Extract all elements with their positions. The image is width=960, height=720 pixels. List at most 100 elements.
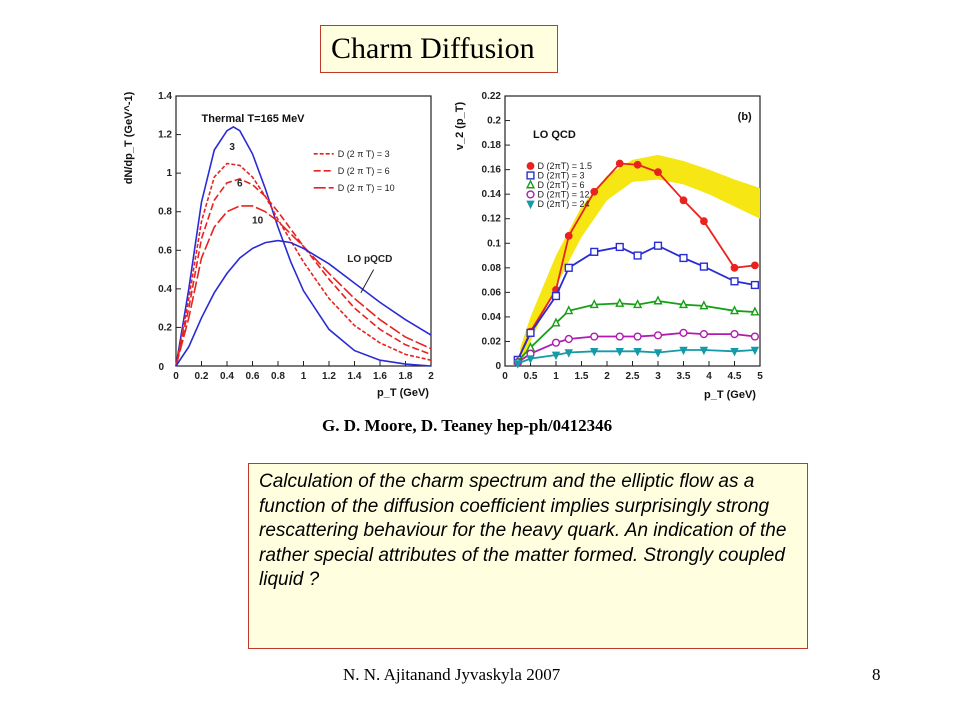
left-x-tick-label: 2 [428,371,434,382]
right-series-2-point [551,317,561,327]
right-series-0-point [679,196,688,205]
right-y-tick-label: 0.16 [482,165,502,176]
right-series-line-1 [516,244,756,361]
left-x-tick-label: 0.6 [246,371,260,382]
right-series-line-4 [517,349,755,365]
right-series-1-point [590,247,599,256]
right-legend-label-4: D (2πT) = 24 [538,199,590,209]
right-y-tick-label: 0.02 [482,336,502,347]
right-title: LO QCD [533,129,576,141]
right-series-1-point [633,251,642,260]
right-series-line-3 [517,331,756,364]
right-series-1-point [750,280,760,290]
right-series-1-point [730,277,739,286]
left-legend-label-2: D (2 π T) = 10 [338,183,395,193]
right-series-4-point [526,355,535,364]
right-series-3-point [730,329,739,339]
left-x-tick-label: 0.4 [220,371,234,382]
right-legend-marker-0 [526,162,535,170]
right-series-2-point [633,299,643,309]
left-legend-label-0: D (2 π T) = 3 [338,149,390,159]
right-legend-label-1: D (2πT) = 3 [538,170,585,180]
citation: G. D. Moore, D. Teaney hep-ph/0412346 [322,416,613,435]
description-text: Calculation of the charm spectrum and th… [259,471,787,590]
right-series-0-point [564,232,573,240]
left-series-2 [175,178,432,367]
left-y-axis-label: dN/dp_T (GeV^-1) [123,91,135,184]
left-series-3 [175,205,432,367]
left-annotation-10: 10 [252,215,264,226]
right-series-3-point [633,332,642,341]
right-series-1-point [699,262,709,271]
right-series-4-point [699,346,709,356]
right-series-2-point [750,306,760,316]
right-series-1-point [653,241,663,250]
right-series-4-point [513,360,522,369]
right-legend-marker-2 [525,179,536,189]
right-panel-label: (b) [738,111,752,123]
right-series-line-2 [517,300,755,362]
right-series-1-point [615,242,624,252]
left-x-tick-label: 1.4 [348,371,362,382]
left-annotation-arrow [360,269,375,293]
charts-svg: 0 0.2 0.4 0.6 0.8 1 1.2 1.4 1.6 1.8 2 0.2 0.4 0.6 0.8 1… [123,91,763,401]
right-series-3-point [699,329,709,339]
right-series-4-point [615,347,624,357]
right-series-3-point [615,332,624,341]
left-origin-label: 0 [158,362,164,373]
right-series-1-point [526,328,535,337]
page-number: 8 [872,665,881,684]
right-series-2-point [564,305,574,315]
right-x-tick-label: 4 [706,371,712,382]
right-x-tick-label: 1 [553,371,559,382]
right-x-tick-label: 3.5 [677,371,691,382]
right-y-tick-label: 0.22 [482,91,502,102]
right-series-3-point [679,328,688,337]
right-series-1-point [551,291,561,301]
left-y-tick-label: 0.2 [158,322,172,333]
right-legend-label-2: D (2πT) = 6 [538,180,585,190]
left-annotation-6: 6 [237,179,243,190]
right-y-axis-label: v_2 (p_T) [454,102,466,151]
right-series-2-point [678,299,689,309]
right-series-3-point [551,338,561,347]
left-y-tick-label: 0.8 [158,207,172,218]
right-legend-marker-1 [526,171,535,180]
right-legend-marker-3 [526,190,535,199]
right-x-axis-label: p_T (GeV) [704,389,756,401]
left-y-tick-label: 1 [166,168,172,179]
left-x-tick-label: 0.8 [271,371,285,382]
right-x-tick-label: 2 [604,371,610,382]
right-yellow-band [520,154,760,366]
right-x-tick-label: 3 [655,371,661,382]
left-x-tick-label: 1.6 [373,371,387,382]
right-series-0-point [654,168,662,176]
right-series-0-point [700,217,708,226]
left-x-tick-label: 1 [301,371,307,382]
right-series-4-point [590,347,599,357]
left-series-0 [175,125,432,367]
right-y-tick-label: 0.14 [482,189,502,200]
left-y-tick-label: 1.4 [158,91,172,102]
right-y-tick-label: 0.1 [487,238,501,249]
left-x-tick-label: 1.2 [322,371,336,382]
footer-text: N. N. Ajitanand Jyvaskyla 2007 [343,665,561,684]
right-y-tick-label: 0.06 [482,287,502,298]
right-legend-label-3: D (2πT) = 12 [538,189,590,199]
right-legend-label-0: D (2πT) = 1.5 [538,161,592,171]
left-title: Thermal T=165 MeV [202,113,306,125]
right-x-tick-label: 1.5 [575,371,589,382]
right-series-2-point [699,300,709,310]
right-x-tick-label: 0.5 [524,371,538,382]
right-series-4-point [730,347,739,357]
right-x-tick-label: 5 [757,371,763,382]
figure-panel: 0 0.2 0.4 0.6 0.8 1 1.2 1.4 1.6 1.8 2 0.2 0.4 0.6 0.8 1… [118,78,775,410]
right-series-4-point [564,349,573,358]
right-series-1-point [564,263,573,272]
right-series-0-point [590,187,599,196]
left-x-tick-label: 1.8 [399,371,413,382]
right-series-3-point [564,334,573,344]
right-series-4-point [750,346,760,356]
left-legend-label-1: D (2 π T) = 6 [338,166,390,176]
right-series-line-0 [516,162,756,361]
